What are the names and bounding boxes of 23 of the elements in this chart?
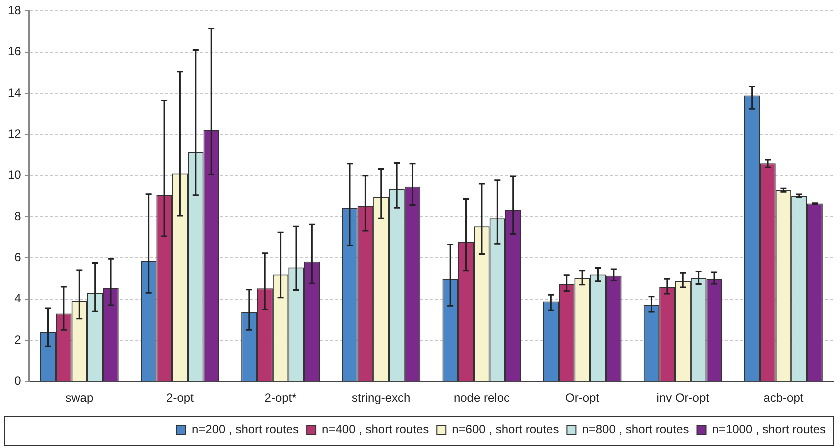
legend-label: n=400 , short routes	[322, 422, 430, 436]
legend-label: n=200 , short routes	[192, 422, 300, 436]
x-tick-label: acb-opt	[764, 391, 804, 406]
x-tick-label: string-exch	[352, 391, 411, 406]
x-tick-label: node reloc	[454, 391, 510, 406]
y-tick-label: 16	[8, 44, 22, 59]
y-tick-label: 18	[8, 4, 22, 18]
y-tick-label: 12	[8, 126, 22, 141]
y-tick-label: 4	[14, 292, 22, 306]
x-tick-label: inv Or-opt	[656, 391, 710, 406]
x-tick-label: swap	[66, 391, 94, 406]
legend-label: n=800 , short routes	[582, 422, 690, 436]
y-tick-label: 10	[8, 168, 22, 182]
legend-label: n=1000 , short routes	[712, 422, 826, 436]
y-tick-label: 14	[8, 86, 22, 100]
y-tick-label: 0	[14, 374, 22, 388]
y-tick-label: 8	[14, 209, 22, 224]
x-tick-label: 2-opt*	[264, 391, 298, 406]
x-tick-label: 2-opt	[166, 391, 195, 406]
y-tick-label: 6	[14, 250, 22, 264]
legend-label: n=600 , short routes	[452, 422, 560, 436]
y-tick-label: 2	[14, 332, 22, 347]
x-tick-label: Or-opt	[566, 391, 600, 406]
